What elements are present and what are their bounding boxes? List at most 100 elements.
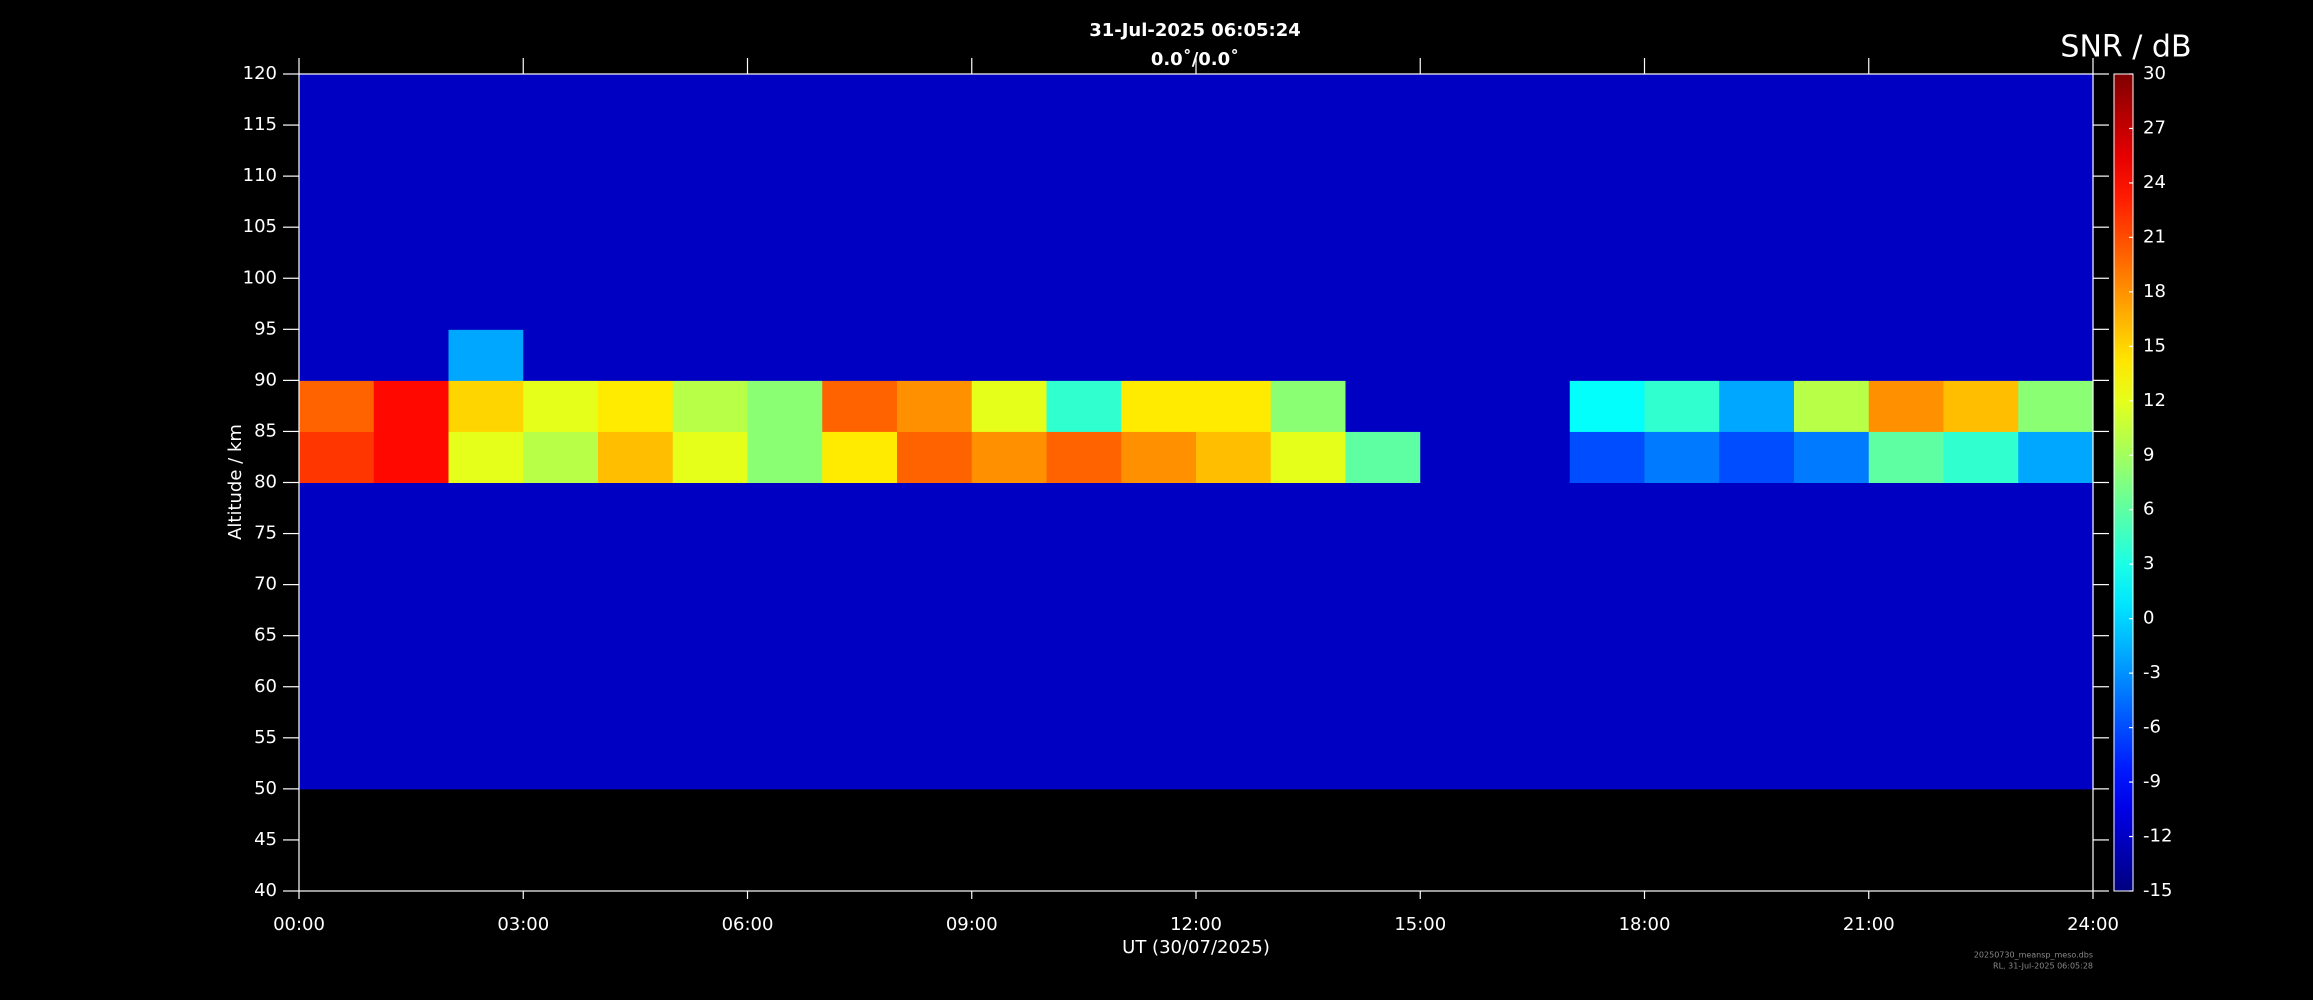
colorbar-tick-label: 24 [2143,172,2166,193]
heatmap-cell [1046,533,1122,586]
heatmap-cell [1868,329,1944,381]
heatmap-cell [1046,635,1122,688]
colorbar-tick-label: 3 [2143,553,2154,574]
heatmap-cell [373,686,449,739]
heatmap-cell [299,635,375,688]
heatmap-cell [1121,329,1197,381]
heatmap-cell [1943,380,2019,432]
heatmap-cell [1719,635,1795,688]
heatmap-cell [1868,74,1944,126]
heatmap-cell [897,176,973,228]
heatmap-cell [672,125,748,177]
y-tick-label: 120 [243,63,277,84]
y-tick-label: 85 [254,420,277,441]
heatmap-cell [1121,737,1197,790]
heatmap-cell [971,533,1047,586]
heatmap-cell [1719,533,1795,586]
y-tick-label: 65 [254,625,277,646]
heatmap-cell [1196,380,1272,432]
heatmap-cell [1420,686,1496,739]
heatmap-cell [1868,380,1944,432]
heatmap-cell [1046,329,1122,381]
heatmap-cell [971,584,1047,637]
heatmap-cell [448,737,524,790]
heatmap-cell [598,431,674,483]
colorbar-tick-label: 6 [2143,499,2154,520]
heatmap-cell [822,737,898,790]
y-tick-label: 70 [254,574,277,595]
heatmap-cell [1794,227,1870,279]
heatmap-cell [672,176,748,228]
colorbar-tick-label: -6 [2143,717,2161,738]
heatmap-cell [373,74,449,126]
x-tick-label: 06:00 [722,914,774,935]
heatmap-cell [1196,431,1272,483]
heatmap-cell [1868,635,1944,688]
heatmap-cell [299,533,375,586]
heatmap-cell [299,176,375,228]
heatmap-cell [448,635,524,688]
heatmap-cell [1270,686,1346,739]
heatmap-cell [448,227,524,279]
heatmap-cell [1196,737,1272,790]
heatmap-cell [598,533,674,586]
heatmap-cell [373,176,449,228]
heatmap-cell [1345,74,1421,126]
heatmap-cell [822,533,898,586]
heatmap-cell [448,329,524,381]
heatmap-cell [1495,737,1571,790]
heatmap-cell [1644,380,1720,432]
heatmap-cell [1046,125,1122,177]
y-tick-label: 55 [254,727,277,748]
x-tick-label: 18:00 [1619,914,1671,935]
heatmap-cell [1719,278,1795,330]
heatmap-cell [1719,125,1795,177]
heatmap-cell [1868,686,1944,739]
heatmap-cell [1046,176,1122,228]
heatmap-cell [1943,584,2019,637]
heatmap-cell [1420,584,1496,637]
heatmap-cell [1121,380,1197,432]
heatmap-cell [1196,635,1272,688]
heatmap-cell [1495,329,1571,381]
heatmap-cell [598,380,674,432]
heatmap-cell [822,278,898,330]
heatmap-cell [373,533,449,586]
y-tick-label: 50 [254,778,277,799]
heatmap-cell [2018,227,2094,279]
heatmap-cell [1569,176,1645,228]
heatmap-cell [1420,329,1496,381]
heatmap-cell [1196,584,1272,637]
heatmap-cell [1046,737,1122,790]
heatmap-cell [1644,533,1720,586]
heatmap-cell [1270,533,1346,586]
heatmap-cell [2018,278,2094,330]
heatmap-cell [1868,278,1944,330]
heatmap-cell [1569,380,1645,432]
heatmap-cell [1345,686,1421,739]
heatmap-cell [598,176,674,228]
heatmap-cell [747,125,823,177]
y-tick-label: 105 [243,216,277,237]
heatmap-cell [1943,533,2019,586]
heatmap-cell [1270,125,1346,177]
heatmap-cell [1495,584,1571,637]
heatmap-cell [897,482,973,535]
heatmap-cell [1569,125,1645,177]
heatmap-cell [299,278,375,330]
heatmap-cell [1121,635,1197,688]
heatmap-cell [1270,482,1346,535]
colorbar-tick-label: 27 [2143,117,2166,138]
heatmap-cell [1345,329,1421,381]
heatmap-cell [1270,635,1346,688]
heatmap-cell [1046,227,1122,279]
heatmap-cell [299,584,375,637]
heatmap-cell [373,380,449,432]
heatmap-cell [1569,74,1645,126]
y-tick-label: 110 [243,165,277,186]
heatmap-cell [747,278,823,330]
heatmap-cell [1495,227,1571,279]
heatmap-cell [1270,380,1346,432]
heatmap-cell [598,635,674,688]
heatmap-cell [971,380,1047,432]
